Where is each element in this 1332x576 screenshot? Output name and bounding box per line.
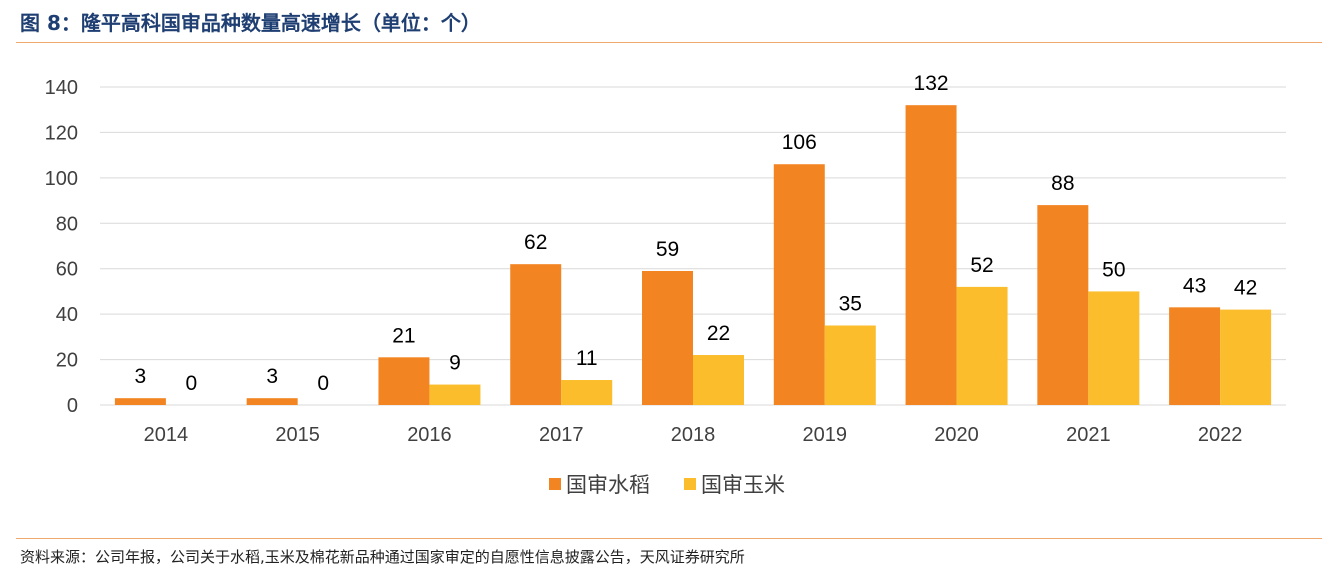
bar-rice-2022 bbox=[1169, 307, 1221, 405]
bar-rice-2017 bbox=[510, 264, 562, 405]
bar-rice-2021 bbox=[1037, 205, 1089, 405]
y-tick-label: 20 bbox=[56, 350, 78, 372]
x-tick-label: 2015 bbox=[275, 424, 320, 446]
bar-rice-2019 bbox=[773, 164, 825, 405]
data-label-rice-2022: 43 bbox=[1183, 274, 1206, 297]
data-label-rice-2017: 62 bbox=[524, 231, 547, 254]
bar-rice-2020 bbox=[905, 105, 957, 406]
legend: 国审水稻 国审玉米 bbox=[549, 474, 785, 497]
y-tick-label: 80 bbox=[56, 213, 78, 235]
data-label-corn-2021: 50 bbox=[1102, 258, 1125, 281]
data-labels: 3 0 3 0 21 9 62 11 59 22 106 35 132 52 88 50 43 42 bbox=[135, 72, 1258, 395]
source-divider bbox=[16, 538, 1322, 539]
figure-title: 图 8：隆平高科国审品种数量高速增长（单位：个） bbox=[20, 11, 481, 35]
data-label-corn-2016: 9 bbox=[449, 352, 461, 375]
title-divider bbox=[16, 42, 1322, 43]
bar-corn-2022 bbox=[1220, 309, 1272, 405]
data-label-rice-2018: 59 bbox=[656, 238, 679, 261]
y-tick-label: 140 bbox=[45, 77, 78, 99]
x-tick-label: 2020 bbox=[934, 424, 979, 446]
data-label-corn-2017: 11 bbox=[576, 347, 598, 370]
y-tick-label: 120 bbox=[45, 122, 78, 144]
x-tick-label: 2019 bbox=[803, 424, 848, 446]
data-label-rice-2019: 106 bbox=[782, 131, 817, 154]
bar-corn-2017 bbox=[561, 380, 613, 405]
data-label-rice-2016: 21 bbox=[392, 324, 415, 347]
legend-label-corn: 国审玉米 bbox=[701, 474, 785, 497]
bar-corn-2018 bbox=[693, 355, 744, 405]
y-tick-label: 100 bbox=[45, 168, 78, 190]
x-tick-label: 2014 bbox=[144, 424, 189, 446]
bar-corn-2019 bbox=[824, 325, 876, 405]
x-tick-label: 2018 bbox=[671, 424, 716, 446]
y-axis-tick-labels: 0 20 40 60 80 100 120 140 bbox=[45, 77, 78, 417]
source-note: 资料来源：公司年报，公司关于水稻,玉米及棉花新品种通过国家审定的自愿性信息披露公… bbox=[20, 548, 745, 566]
x-tick-label: 2022 bbox=[1198, 424, 1243, 446]
x-tick-label: 2016 bbox=[407, 424, 452, 446]
y-tick-label: 60 bbox=[56, 259, 78, 281]
bar-corn-2016 bbox=[429, 384, 481, 405]
x-tick-label: 2017 bbox=[539, 424, 584, 446]
data-label-corn-2020: 52 bbox=[970, 254, 993, 277]
data-label-corn-2022: 42 bbox=[1234, 277, 1257, 300]
bar-corn-2021 bbox=[1088, 291, 1140, 405]
data-label-rice-2021: 88 bbox=[1051, 172, 1074, 195]
bar-rice-2014 bbox=[114, 398, 166, 405]
y-tick-label: 40 bbox=[56, 304, 78, 326]
x-tick-label: 2021 bbox=[1066, 424, 1111, 446]
data-label-corn-2019: 35 bbox=[839, 293, 862, 316]
data-label-corn-2014: 0 bbox=[186, 372, 198, 395]
y-tick-label: 0 bbox=[67, 395, 78, 417]
bar-rice-2015 bbox=[246, 398, 298, 405]
bars bbox=[114, 105, 1272, 406]
legend-label-rice: 国审水稻 bbox=[566, 474, 650, 497]
data-label-corn-2018: 22 bbox=[707, 322, 730, 345]
data-label-corn-2015: 0 bbox=[317, 372, 329, 395]
data-label-rice-2015: 3 bbox=[266, 365, 278, 388]
legend-swatch-rice bbox=[549, 478, 561, 490]
bar-corn-2020 bbox=[956, 286, 1008, 405]
data-label-rice-2014: 3 bbox=[135, 365, 147, 388]
data-label-rice-2020: 132 bbox=[914, 72, 949, 95]
bar-rice-2016 bbox=[378, 357, 430, 405]
bar-rice-2018 bbox=[642, 270, 693, 405]
x-axis-tick-labels: 2014 2015 2016 2017 2018 2019 2020 2021 2022 bbox=[144, 424, 1243, 446]
legend-swatch-corn bbox=[684, 478, 696, 490]
